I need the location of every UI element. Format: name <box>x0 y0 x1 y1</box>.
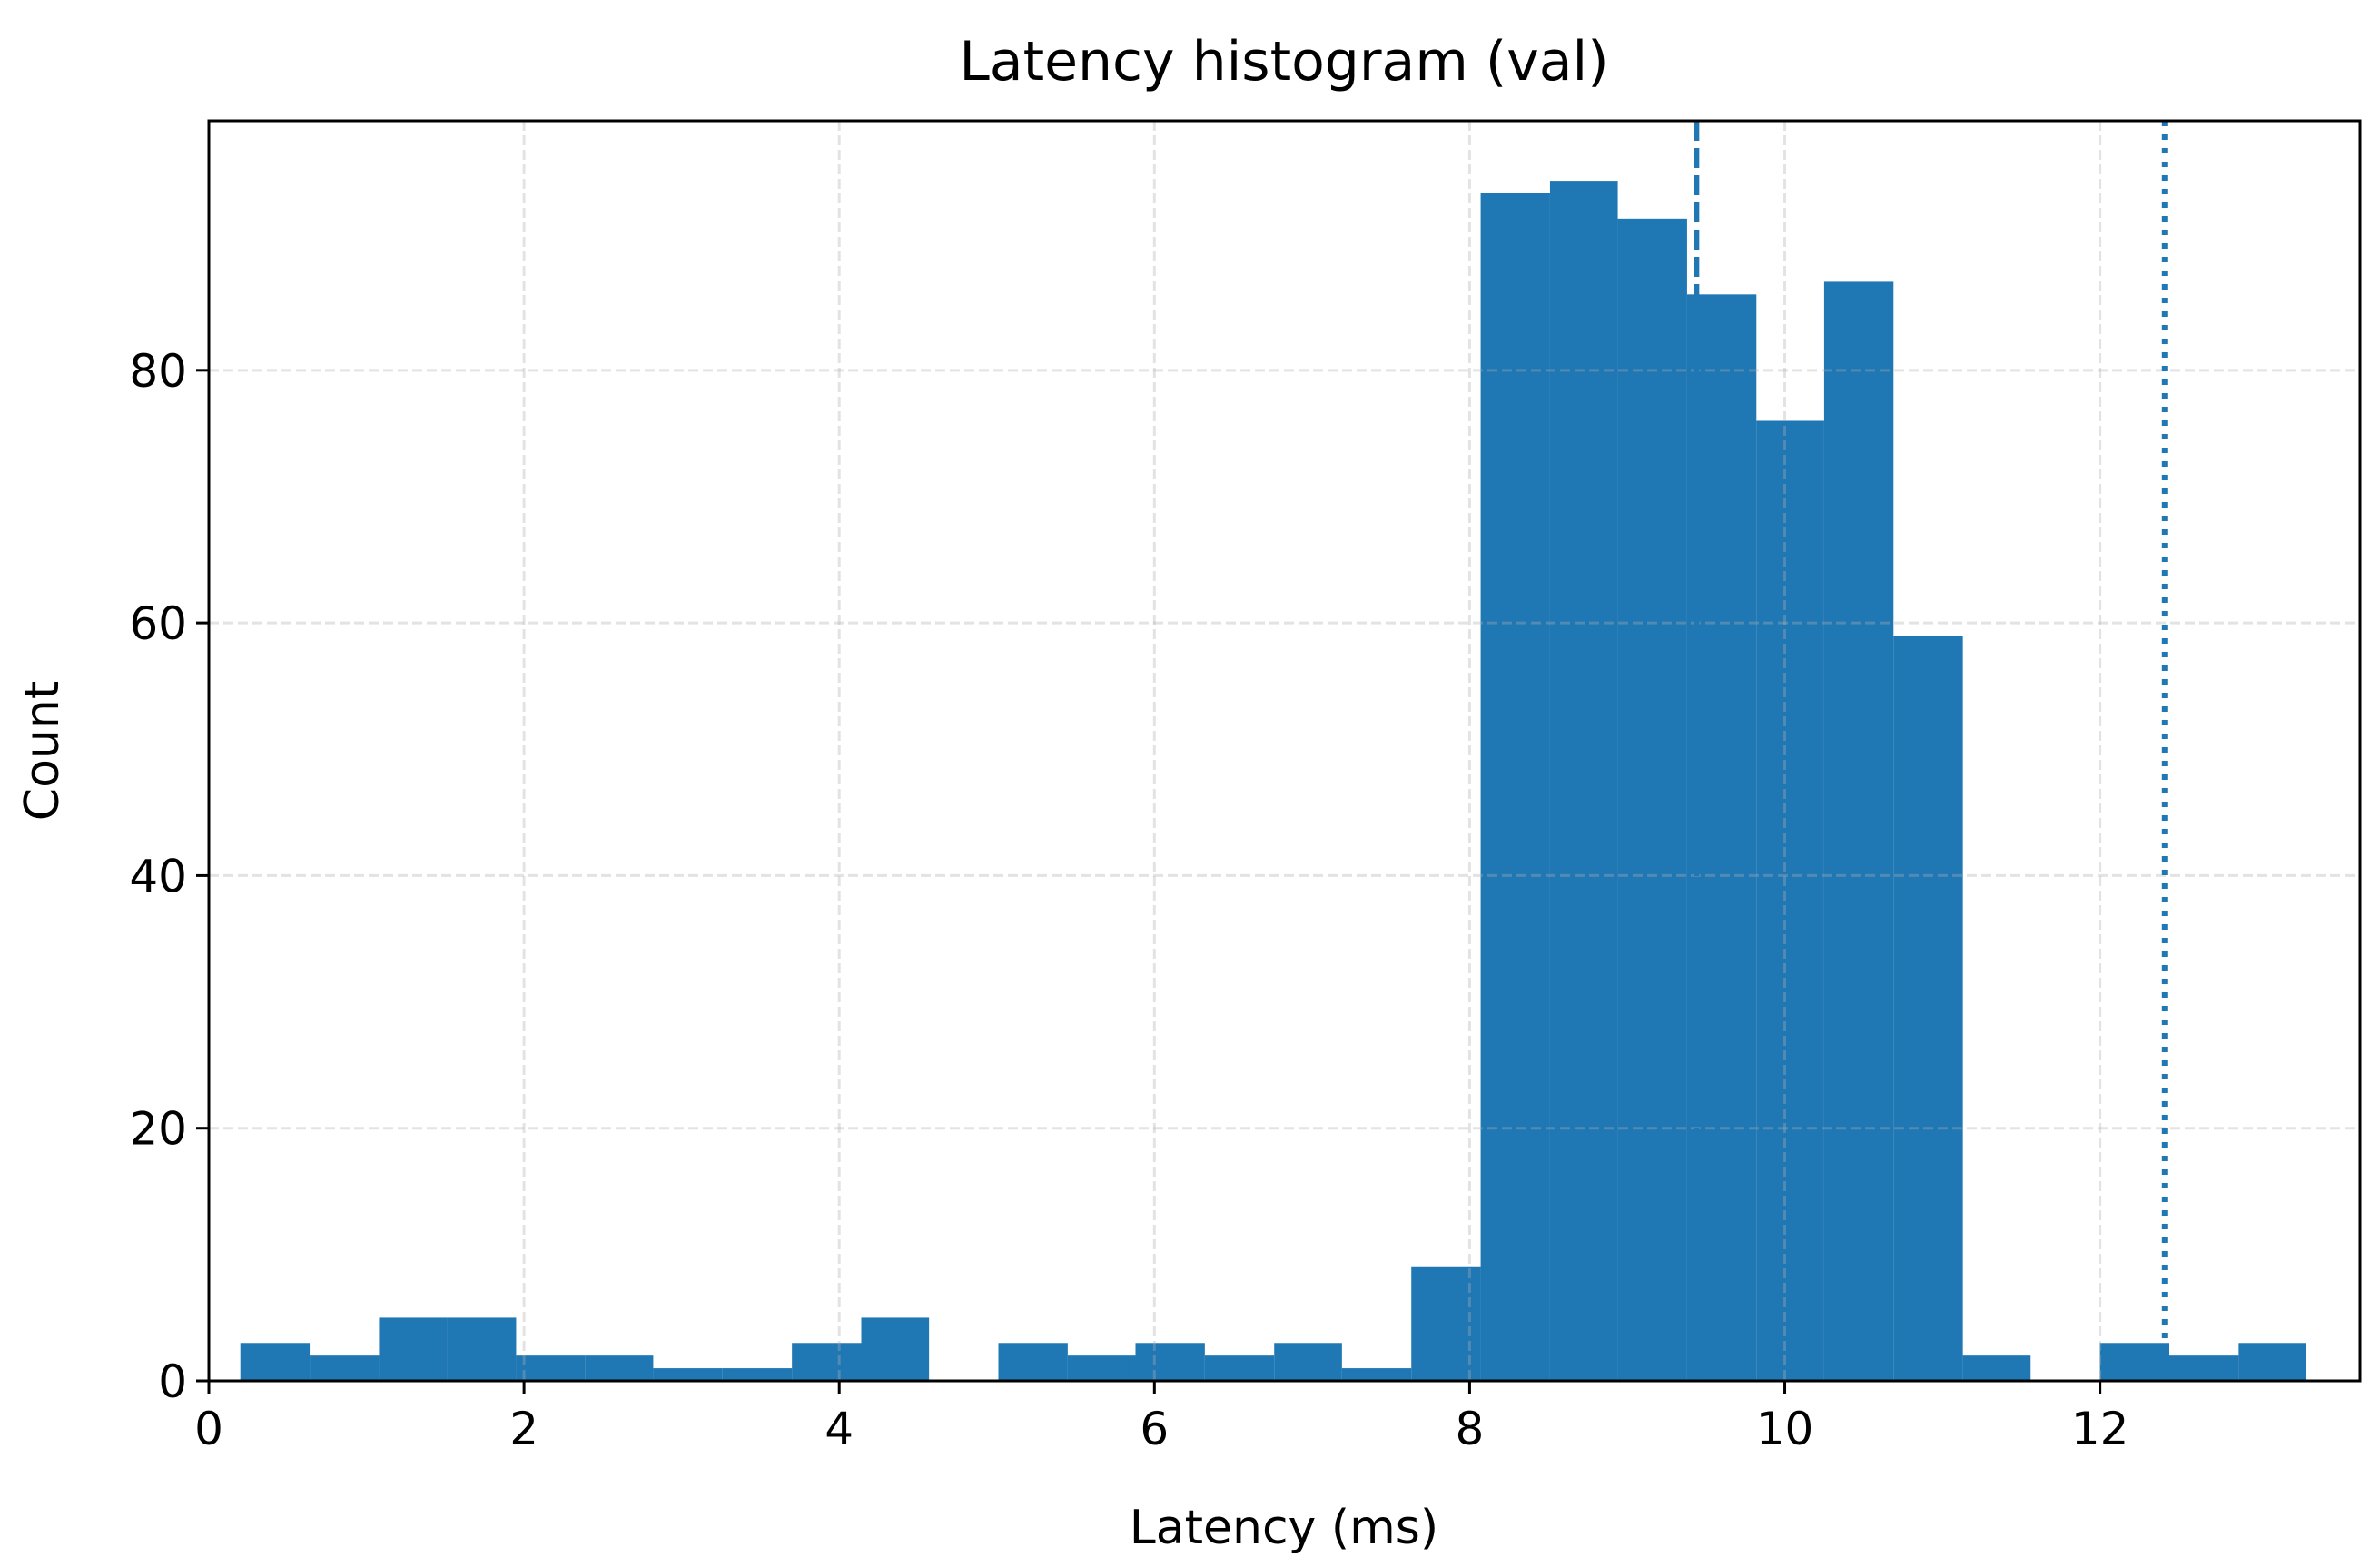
bar <box>1204 1355 1275 1381</box>
bar <box>1341 1368 1412 1381</box>
bar <box>1411 1266 1481 1381</box>
bar <box>447 1317 517 1381</box>
bar <box>1067 1355 1136 1381</box>
bar <box>1135 1343 1205 1381</box>
y-tick-label: 60 <box>129 597 187 650</box>
y-tick-label: 20 <box>129 1103 187 1156</box>
x-axis-label: Latency (ms) <box>1130 1501 1438 1555</box>
bar <box>310 1355 380 1381</box>
bar <box>722 1368 793 1381</box>
bar <box>585 1355 654 1381</box>
x-tick-label: 8 <box>1456 1403 1485 1455</box>
bar <box>861 1317 930 1381</box>
bar <box>1480 193 1550 1382</box>
bar <box>2099 1343 2170 1381</box>
bar <box>1893 636 1963 1381</box>
bar <box>1823 281 1894 1381</box>
y-axis-label: Count <box>15 681 70 821</box>
x-tick-label: 6 <box>1140 1403 1169 1455</box>
bar <box>1274 1343 1342 1381</box>
bar <box>1756 420 1824 1381</box>
bar <box>240 1343 311 1381</box>
x-tick-label: 2 <box>509 1403 538 1455</box>
bar <box>2169 1355 2239 1381</box>
bar <box>1617 218 1687 1381</box>
y-tick-label: 80 <box>129 345 187 398</box>
x-tick-label: 12 <box>2071 1403 2129 1455</box>
x-tick-label: 4 <box>825 1403 854 1455</box>
bar <box>653 1368 723 1381</box>
x-tick-label: 10 <box>1756 1403 1814 1455</box>
y-tick-label: 0 <box>158 1355 187 1408</box>
bar <box>1549 181 1618 1382</box>
plot-frame <box>207 119 2362 1383</box>
x-tick-label: 0 <box>194 1403 223 1455</box>
bar <box>1962 1355 2031 1381</box>
chart-title: Latency histogram (val) <box>959 30 1608 94</box>
bar <box>2238 1343 2306 1381</box>
bar <box>998 1343 1068 1381</box>
bar <box>379 1317 448 1381</box>
bar <box>792 1343 862 1381</box>
bar <box>516 1355 586 1381</box>
y-tick-label: 40 <box>129 850 187 902</box>
